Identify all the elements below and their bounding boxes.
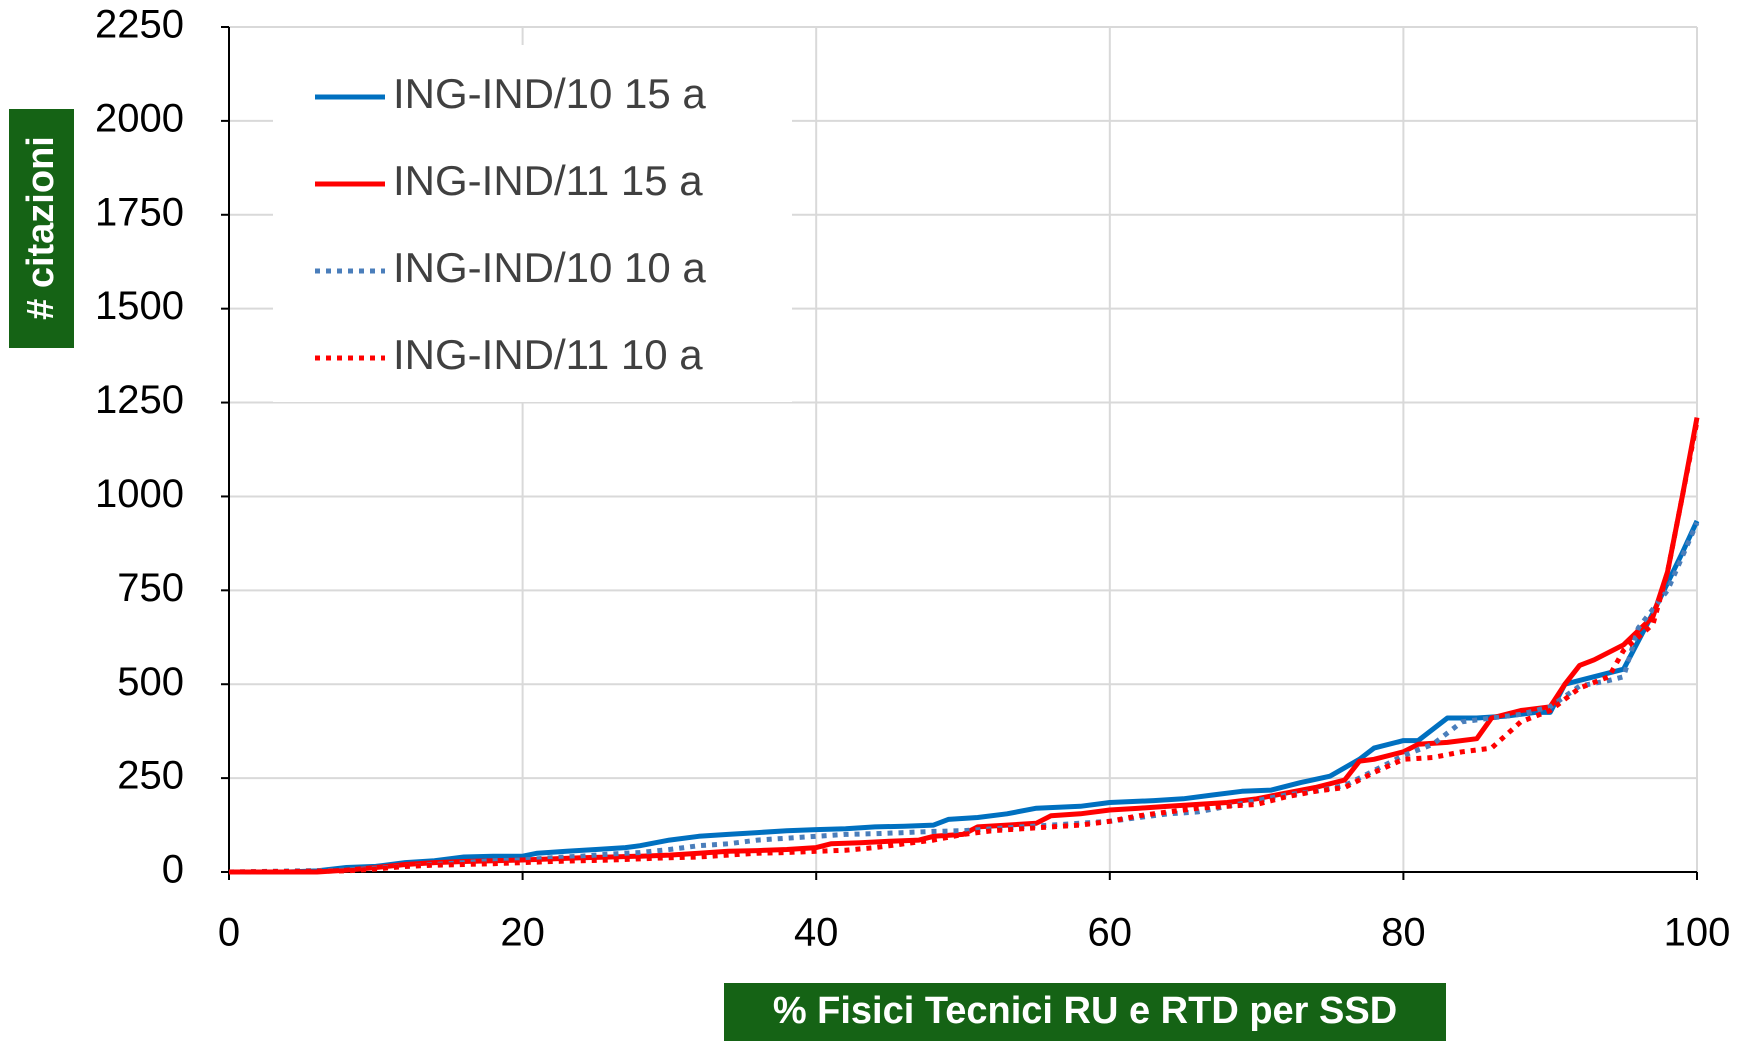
y-tick-label: 1750 <box>95 190 184 234</box>
x-axis-label: % Fisici Tecnici RU e RTD per SSD <box>773 990 1397 1032</box>
y-axis-label: # citazioni <box>20 136 62 320</box>
y-tick-label: 2250 <box>95 3 184 47</box>
legend-label: ING-IND/10 10 a <box>393 244 706 291</box>
y-tick-label: 750 <box>117 566 184 610</box>
y-tick-label: 1500 <box>95 284 184 328</box>
y-tick-label: 0 <box>162 848 184 892</box>
y-tick-label: 500 <box>117 660 184 704</box>
x-tick-label: 20 <box>500 911 545 955</box>
x-tick-label: 0 <box>218 911 240 955</box>
y-tick-label: 1000 <box>95 472 184 516</box>
y-label-box <box>9 109 74 348</box>
x-label-box <box>724 983 1446 1041</box>
x-tick-label: 40 <box>794 911 839 955</box>
legend-label: ING-IND/10 15 a <box>393 70 706 117</box>
x-tick-label: 60 <box>1088 911 1133 955</box>
y-tick-label: 1250 <box>95 378 184 422</box>
x-tick-label: 80 <box>1381 911 1426 955</box>
legend: ING-IND/10 15 a ING-IND/11 15 a ING-IND/10… <box>273 45 792 402</box>
series-line <box>228 420 1700 875</box>
y-tick-label: 2000 <box>95 96 184 140</box>
legend-label: ING-IND/11 15 a <box>393 157 703 204</box>
series-line <box>228 521 1700 875</box>
y-tick-label: 250 <box>117 754 184 798</box>
series-line <box>229 417 1700 875</box>
legend-box <box>273 45 792 402</box>
x-tick-label: 100 <box>1664 911 1731 955</box>
legend-label: ING-IND/11 10 a <box>393 331 703 378</box>
series-line <box>229 519 1700 875</box>
